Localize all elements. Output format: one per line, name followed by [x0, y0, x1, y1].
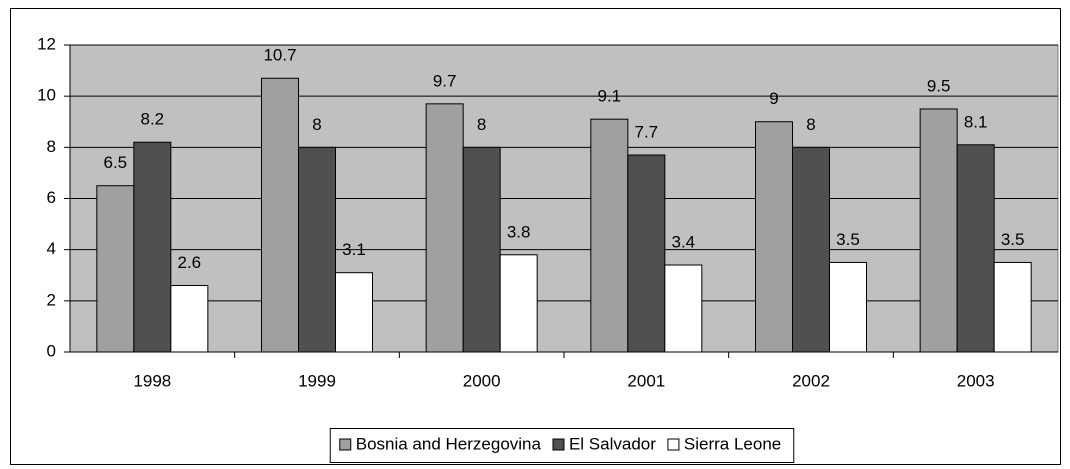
data-label: 3.5: [836, 230, 860, 249]
y-tick-label: 8: [47, 137, 56, 156]
bar: [993, 261, 1032, 353]
x-tick-label: 1998: [133, 371, 171, 390]
bar: [499, 254, 538, 353]
data-label: 8: [477, 115, 486, 134]
bar: [261, 77, 299, 353]
y-tick-label: 2: [47, 290, 56, 309]
legend-label: El Salvador: [569, 434, 656, 453]
data-label: 8.1: [964, 112, 988, 131]
bar: [755, 121, 793, 353]
legend-swatch: [667, 438, 680, 451]
y-tick-label: 10: [37, 86, 56, 105]
bar: [96, 185, 135, 353]
data-label: 3.1: [342, 240, 366, 259]
bar: [462, 146, 501, 353]
data-label: 9.5: [927, 76, 951, 95]
x-tick-label: 1999: [298, 371, 336, 390]
y-tick-label: 12: [37, 34, 56, 53]
data-label: 9.7: [433, 71, 457, 90]
bar: [590, 118, 629, 353]
data-label: 2.6: [178, 253, 202, 272]
bar: [425, 103, 464, 353]
data-label: 9.1: [598, 87, 622, 106]
data-label: 3.4: [672, 233, 696, 252]
x-tick-label: 2000: [463, 371, 501, 390]
bar: [335, 272, 373, 353]
data-label: 7.7: [635, 122, 659, 141]
bar: [627, 154, 666, 353]
y-tick-label: 4: [47, 239, 56, 258]
data-label: 8: [312, 115, 321, 134]
legend-label: Bosnia and Herzegovina: [356, 434, 542, 453]
legend-swatch: [552, 438, 565, 451]
legend-swatch: [339, 438, 352, 451]
data-label: 8: [806, 115, 815, 134]
bar: [133, 141, 172, 353]
bar: [664, 264, 703, 353]
bar: [792, 146, 830, 353]
data-label: 9: [769, 89, 778, 108]
bar: [919, 108, 958, 353]
bar: [829, 261, 867, 353]
legend-label: Sierra Leone: [684, 434, 781, 453]
bar: [956, 144, 995, 353]
x-tick-label: 2003: [957, 371, 995, 390]
bar: [170, 284, 209, 353]
x-tick-label: 2002: [792, 371, 830, 390]
data-label: 3.5: [1001, 230, 1025, 249]
y-tick-label: 0: [47, 341, 56, 360]
bar: [298, 146, 336, 353]
data-label: 10.7: [263, 46, 296, 65]
data-label: 6.5: [104, 153, 128, 172]
data-label: 3.8: [507, 222, 531, 241]
x-tick-label: 2001: [627, 371, 665, 390]
data-label: 8.2: [141, 110, 165, 129]
y-tick-label: 6: [47, 188, 56, 207]
